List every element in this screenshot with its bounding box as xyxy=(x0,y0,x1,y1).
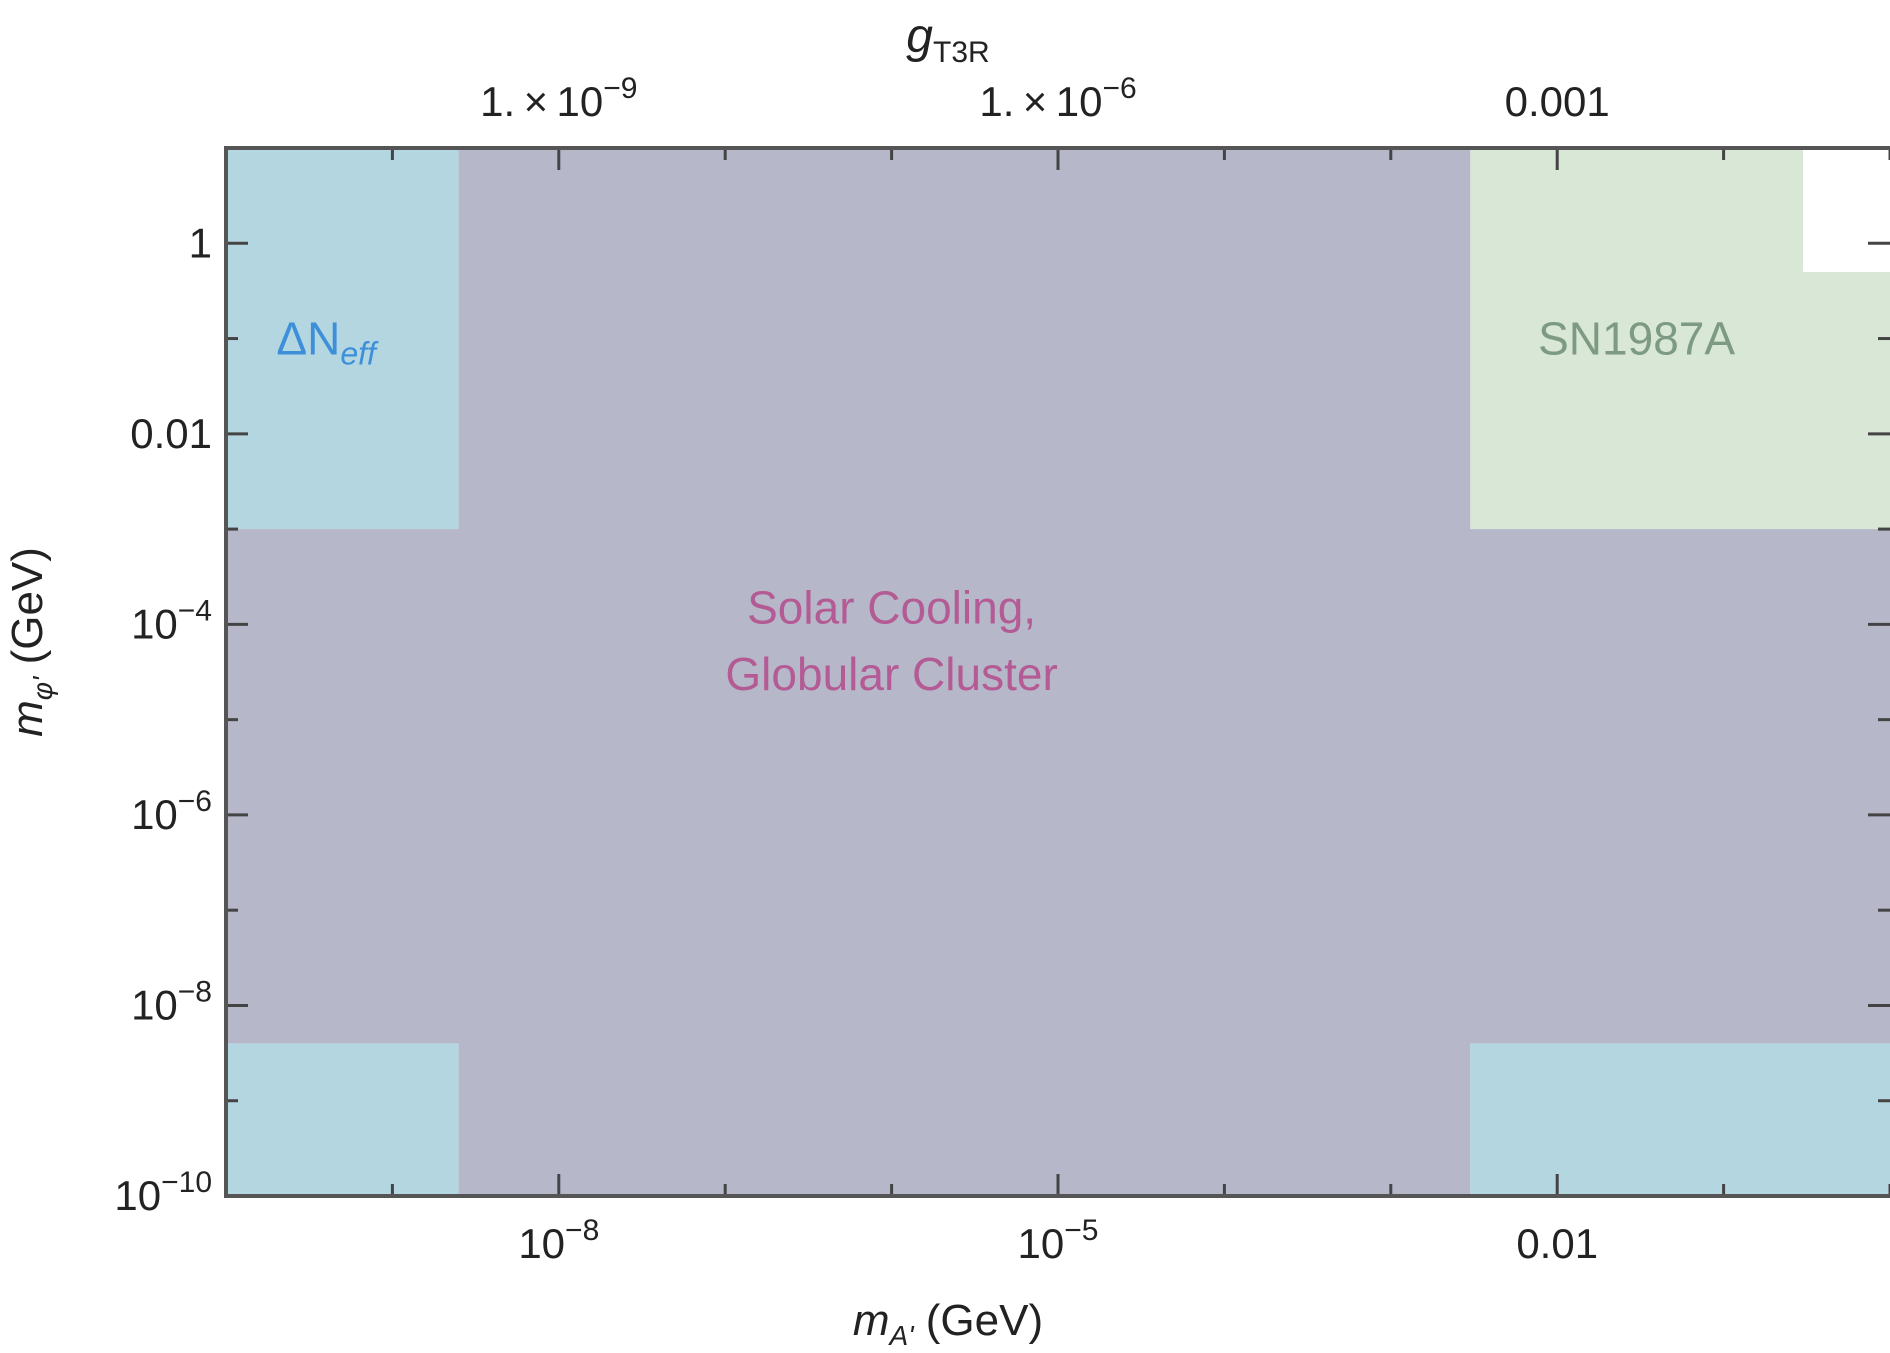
y-tick-base: 1 xyxy=(189,219,212,266)
top-axis-title-main: g xyxy=(906,10,933,63)
x-tick-base: 10 xyxy=(1018,1220,1065,1267)
region-annotation-text: Globular Cluster xyxy=(725,648,1057,700)
top-tick-label: 1. × 10−9 xyxy=(480,72,637,125)
region-delta-neff-1 xyxy=(226,1043,459,1196)
y-axis-title-main: m xyxy=(3,700,52,737)
region-delta-neff-0 xyxy=(226,148,459,530)
region-annotation: ΔNeff xyxy=(276,313,379,372)
x-axis-title: mA' (GeV) xyxy=(853,1296,1043,1351)
y-tick-label: 1 xyxy=(189,219,212,266)
y-tick-label: 10−10 xyxy=(114,1166,212,1219)
y-tick-exp: −10 xyxy=(161,1166,212,1199)
top-tick-label: 1. × 10−6 xyxy=(979,72,1136,125)
y-tick-label: 10−4 xyxy=(131,594,212,647)
region-allowed-6 xyxy=(1802,148,1890,272)
top-tick-exp: −6 xyxy=(1102,72,1136,105)
top-tick-base: 1. × 10 xyxy=(979,78,1102,125)
x-axis-title-sub: A' xyxy=(888,1320,916,1351)
region-annotation-text: Solar Cooling, xyxy=(747,582,1036,634)
y-tick-base: 0.01 xyxy=(130,410,212,457)
x-axis-title-suffix: (GeV) xyxy=(914,1296,1044,1345)
y-tick-label: 10−8 xyxy=(131,975,212,1028)
y-tick-exp: −4 xyxy=(178,594,212,627)
y-tick-base: 10 xyxy=(131,981,178,1028)
x-tick-base: 10 xyxy=(518,1220,565,1267)
y-tick-label: 10−6 xyxy=(131,785,212,838)
y-tick-exp: −6 xyxy=(178,785,212,818)
x-tick-exp: −5 xyxy=(1064,1214,1098,1247)
x-tick-label: 10−5 xyxy=(1018,1214,1099,1267)
y-axis-title-sub: φ' xyxy=(27,675,58,700)
x-tick-exp: −8 xyxy=(565,1214,599,1247)
y-tick-exp: −8 xyxy=(178,975,212,1008)
regions-layer xyxy=(226,148,1890,1196)
region-annotation: Globular Cluster xyxy=(725,648,1057,700)
plot-frame xyxy=(224,146,1890,1198)
top-axis-title: gT3R xyxy=(906,10,989,69)
region-solar-cooling-globular-cluster-5 xyxy=(226,529,1890,1044)
y-tick-base: 10 xyxy=(114,1172,161,1219)
x-tick-label: 10−8 xyxy=(518,1214,599,1267)
top-tick-base: 1. × 10 xyxy=(480,78,603,125)
region-delta-neff-2 xyxy=(1470,1043,1890,1196)
x-tick-base: 0.01 xyxy=(1516,1220,1598,1267)
x-tick-label: 0.01 xyxy=(1516,1220,1598,1267)
top-tick-exp: −9 xyxy=(603,72,637,105)
region-annotation: Solar Cooling, xyxy=(747,582,1036,634)
y-axis-title: mφ' (GeV) xyxy=(3,547,58,737)
y-axis-title-suffix: (GeV) xyxy=(3,547,52,677)
y-tick-label: 0.01 xyxy=(130,410,212,457)
top-tick-label: 0.001 xyxy=(1505,78,1610,125)
y-tick-base: 10 xyxy=(131,791,178,838)
region-annotation-text: ΔN xyxy=(276,313,340,365)
y-tick-base: 10 xyxy=(131,600,178,647)
top-tick-base: 0.001 xyxy=(1505,78,1610,125)
region-annotation: SN1987A xyxy=(1538,313,1735,365)
region-annotation-text: SN1987A xyxy=(1538,313,1735,365)
region-annotation-sub: eff xyxy=(340,336,379,372)
x-axis-title-main: m xyxy=(853,1296,890,1345)
top-axis-title-sub: T3R xyxy=(933,36,990,69)
